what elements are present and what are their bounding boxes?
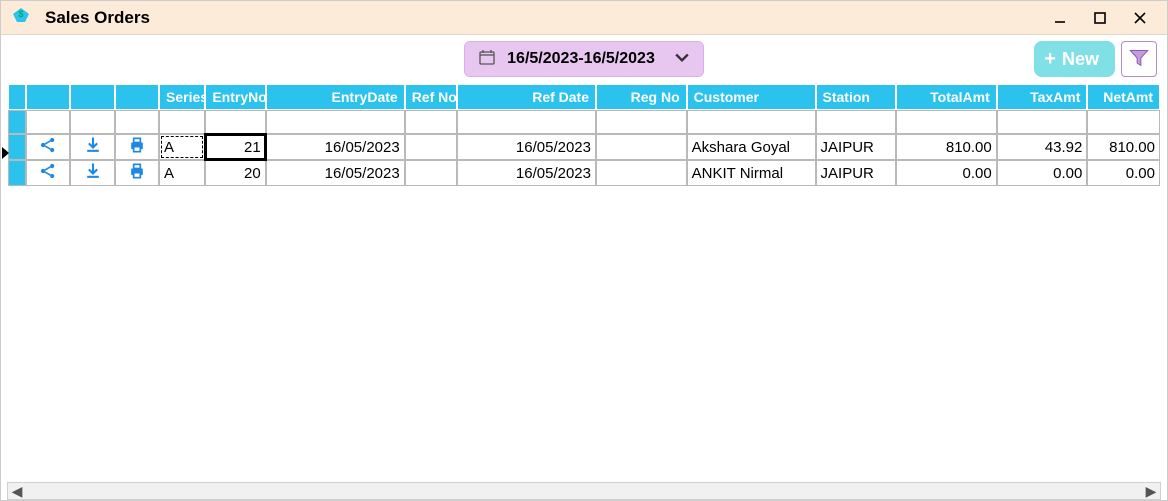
cell-ref_date[interactable]: 16/05/2023 — [457, 160, 596, 186]
filter-input-total_amt[interactable] — [897, 111, 996, 133]
plus-icon: + — [1044, 49, 1056, 69]
scroll-right-arrow[interactable]: ▶ — [1142, 483, 1160, 500]
grid-header-row: SeriesEntryNoEntryDateRef NoRef DateReg … — [8, 84, 1160, 110]
filter-input-series[interactable] — [160, 111, 204, 133]
share-button[interactable] — [27, 161, 69, 185]
column-header-station[interactable]: Station — [816, 84, 897, 110]
cell-customer[interactable]: Akshara Goyal — [687, 134, 816, 160]
column-header-print[interactable] — [115, 84, 159, 110]
cell-series[interactable]: A — [159, 134, 205, 160]
filter-input-entry_date[interactable] — [267, 111, 404, 133]
svg-text:$: $ — [18, 9, 23, 19]
filter-input-station[interactable] — [817, 111, 896, 133]
column-header-ref_no[interactable]: Ref No — [405, 84, 457, 110]
close-button[interactable] — [1131, 9, 1149, 27]
filter-input-reg_no[interactable] — [597, 111, 686, 133]
minimize-button[interactable] — [1051, 9, 1069, 27]
table-row[interactable]: A2116/05/202316/05/2023Akshara GoyalJAIP… — [8, 134, 1160, 160]
column-header-reg_no[interactable]: Reg No — [596, 84, 687, 110]
print-button[interactable] — [116, 135, 158, 159]
filter-input-net_amt[interactable] — [1088, 111, 1159, 133]
column-header-customer[interactable]: Customer — [687, 84, 816, 110]
titlebar: $ Sales Orders — [1, 1, 1167, 35]
print-icon — [127, 135, 147, 159]
share-icon — [38, 161, 58, 185]
calendar-icon — [479, 49, 495, 70]
filter-input-tax_amt[interactable] — [998, 111, 1087, 133]
cell-station[interactable]: JAIPUR — [816, 160, 897, 186]
filter-row — [8, 110, 1160, 134]
cell-total_amt[interactable]: 810.00 — [896, 134, 997, 160]
new-button[interactable]: + New — [1034, 41, 1115, 77]
date-range-text: 16/5/2023-16/5/2023 — [507, 50, 655, 68]
column-header-ref_date[interactable]: Ref Date — [457, 84, 596, 110]
column-header-tax_amt[interactable]: TaxAmt — [997, 84, 1088, 110]
cell-entry_date[interactable]: 16/05/2023 — [266, 134, 405, 160]
cell-ref_no[interactable] — [405, 134, 457, 160]
grid-container: SeriesEntryNoEntryDateRef NoRef DateReg … — [7, 83, 1161, 482]
sales-orders-grid: SeriesEntryNoEntryDateRef NoRef DateReg … — [8, 84, 1160, 186]
window-title: Sales Orders — [45, 8, 1051, 28]
share-button[interactable] — [27, 135, 69, 159]
cell-net_amt[interactable]: 0.00 — [1087, 160, 1160, 186]
filter-input-ref_date[interactable] — [458, 111, 595, 133]
print-button[interactable] — [116, 161, 158, 185]
row-indicator[interactable] — [8, 160, 26, 186]
cell-net_amt[interactable]: 810.00 — [1087, 134, 1160, 160]
date-range-picker[interactable]: 16/5/2023-16/5/2023 — [464, 41, 704, 77]
cell-tax_amt[interactable]: 43.92 — [997, 134, 1088, 160]
cell-reg_no[interactable] — [596, 134, 687, 160]
filter-input-ref_no[interactable] — [406, 111, 456, 133]
filter-button[interactable] — [1121, 41, 1157, 77]
filter-input-customer[interactable] — [688, 111, 815, 133]
funnel-icon — [1129, 48, 1149, 71]
new-button-label: New — [1062, 49, 1099, 70]
column-header-indicator[interactable] — [8, 84, 26, 110]
cell-entry_date[interactable]: 16/05/2023 — [266, 160, 405, 186]
column-header-entry_no[interactable]: EntryNo — [205, 84, 265, 110]
column-header-share[interactable] — [26, 84, 70, 110]
scroll-left-arrow[interactable]: ◀ — [8, 483, 26, 500]
cell-series[interactable]: A — [159, 160, 205, 186]
download-icon — [83, 161, 103, 185]
column-header-entry_date[interactable]: EntryDate — [266, 84, 405, 110]
download-button[interactable] — [71, 161, 113, 185]
cell-ref_date[interactable]: 16/05/2023 — [457, 134, 596, 160]
column-header-download[interactable] — [70, 84, 114, 110]
download-button[interactable] — [71, 135, 113, 159]
maximize-button[interactable] — [1091, 9, 1109, 27]
column-header-net_amt[interactable]: NetAmt — [1087, 84, 1160, 110]
toolbar: 16/5/2023-16/5/2023 + New — [1, 35, 1167, 83]
chevron-down-icon — [675, 50, 689, 68]
cell-total_amt[interactable]: 0.00 — [896, 160, 997, 186]
cell-entry_no[interactable]: 21 — [205, 134, 265, 160]
cell-station[interactable]: JAIPUR — [816, 134, 897, 160]
share-icon — [38, 135, 58, 159]
cell-ref_no[interactable] — [405, 160, 457, 186]
download-icon — [83, 135, 103, 159]
cell-tax_amt[interactable]: 0.00 — [997, 160, 1088, 186]
print-icon — [127, 161, 147, 185]
app-icon: $ — [9, 6, 33, 30]
table-row[interactable]: A2016/05/202316/05/2023ANKIT NirmalJAIPU… — [8, 160, 1160, 186]
column-header-total_amt[interactable]: TotalAmt — [896, 84, 997, 110]
current-row-indicator — [1, 143, 13, 163]
column-header-series[interactable]: Series — [159, 84, 205, 110]
cell-customer[interactable]: ANKIT Nirmal — [687, 160, 816, 186]
filter-input-entry_no[interactable] — [206, 111, 264, 133]
cell-reg_no[interactable] — [596, 160, 687, 186]
cell-entry_no[interactable]: 20 — [205, 160, 265, 186]
horizontal-scrollbar[interactable]: ◀ ▶ — [7, 482, 1161, 500]
